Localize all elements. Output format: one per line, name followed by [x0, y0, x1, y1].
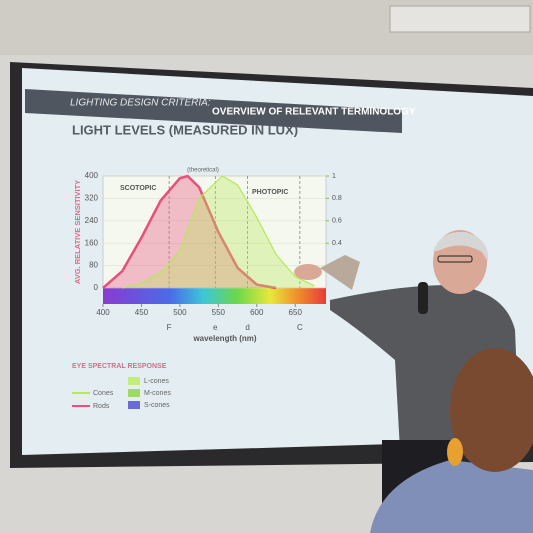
audience-head [450, 348, 533, 472]
chart: 0801602403204000.20.40.60.81400450500550… [73, 168, 342, 344]
l-cones-swatch [128, 377, 140, 385]
legend-item: L-cones [144, 378, 169, 385]
air-vent [389, 5, 531, 33]
series-line [102, 174, 277, 290]
series-line [122, 175, 315, 289]
audience-ear [447, 438, 463, 466]
reference-label: d [245, 323, 249, 332]
legend-title: EYE SPECTRAL RESPONSE [72, 363, 167, 370]
header-lead: LIGHTING DESIGN CRITERIA: [70, 98, 211, 109]
m-cones-swatch [128, 389, 140, 397]
s-cones-swatch [128, 401, 140, 409]
legend-item: Cones [93, 390, 114, 397]
x-tick-label: 450 [135, 308, 149, 317]
presenter-hair [433, 231, 489, 262]
note: (theoretical) [187, 168, 219, 174]
y2-tick-label: 0.6 [332, 218, 342, 225]
x-tick-label: 600 [250, 308, 264, 317]
reference-label: F [167, 323, 172, 332]
scotopic-label: SCOTOPIC [120, 185, 156, 192]
microphone [418, 282, 428, 314]
legend-item: S-cones [144, 402, 170, 409]
y-tick-label: 400 [85, 171, 99, 180]
y-tick-label: 160 [85, 238, 99, 247]
audience-shirt [370, 460, 533, 533]
reference-label: C [297, 323, 303, 332]
area [122, 176, 315, 288]
photopic-label: PHOTOPIC [252, 189, 288, 196]
shadow [320, 255, 360, 290]
x-tick-label: 500 [173, 308, 187, 317]
y2-tick-label: 1 [332, 173, 336, 180]
glasses [437, 255, 473, 263]
y2-tick-label: 0.8 [332, 195, 342, 202]
x-tick-label: 400 [96, 308, 110, 317]
y-axis-label: AVG. RELATIVE SENSITIVITY [73, 180, 82, 284]
y-tick-label: 240 [85, 216, 99, 225]
slide-title: LIGHT LEVELS (MEASURED IN LUX) [72, 122, 298, 137]
y2-tick-label: 0.4 [332, 240, 342, 247]
spectrum-bar [103, 288, 326, 304]
y-tick-label: 320 [85, 194, 99, 203]
legend-item: Rods [93, 403, 110, 410]
y-tick-label: 0 [94, 283, 99, 292]
header: OVERVIEW OF RELEVANT TERMINOLOGY [212, 107, 416, 118]
header-bar [25, 89, 402, 133]
legend-item: M-cones [144, 390, 171, 397]
x-axis-label: wavelength (nm) [192, 334, 256, 343]
x-tick-label: 550 [212, 308, 226, 317]
presenter-hand [294, 264, 322, 280]
x-tick-label: 650 [289, 308, 303, 317]
reference-label: e [213, 323, 218, 332]
y-tick-label: 80 [89, 261, 98, 270]
